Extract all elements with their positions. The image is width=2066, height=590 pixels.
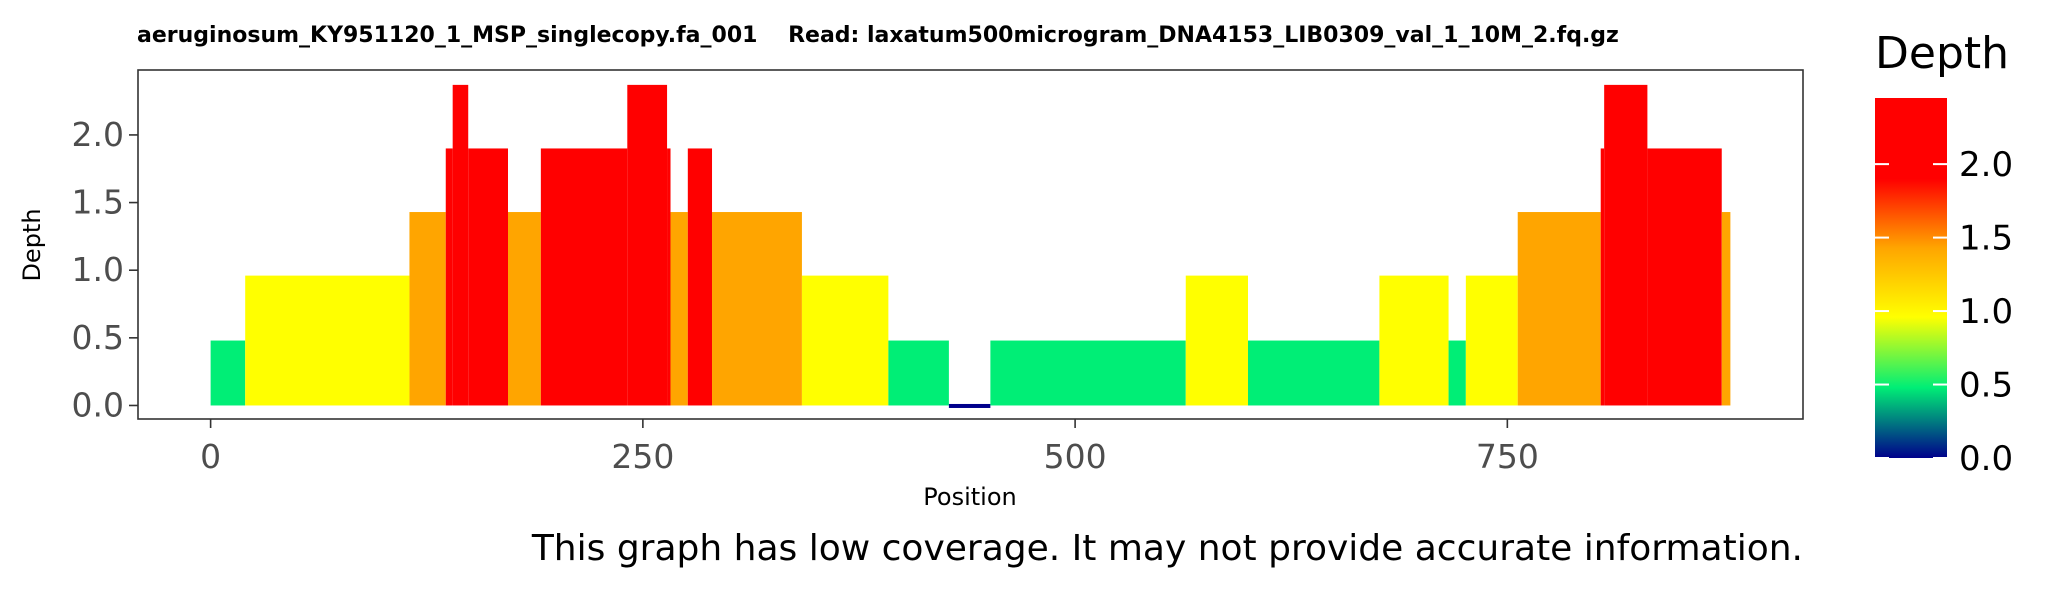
legend-tick-label: 1.5 xyxy=(1959,219,2013,259)
x-tick-label: 250 xyxy=(611,437,674,476)
coverage-bar xyxy=(445,148,453,406)
legend-colorbar xyxy=(1875,98,1947,458)
legend-tick-label: 1.0 xyxy=(1959,292,2013,332)
legend-tick-label: 2.0 xyxy=(1959,145,2013,185)
coverage-bar xyxy=(1448,340,1466,406)
x-tick-label: 750 xyxy=(1476,437,1539,476)
depth-legend: Depth 0.0 0.5 1.0 1.5 2.0 xyxy=(1875,28,2013,479)
coverage-bar xyxy=(452,84,469,406)
coverage-bar xyxy=(888,340,949,406)
coverage-bar xyxy=(712,212,802,406)
legend-tick-label: 0.0 xyxy=(1959,439,2013,479)
coverage-bar xyxy=(468,148,508,406)
coverage-bar xyxy=(1185,275,1248,406)
low-coverage-note: This graph has low coverage. It may not … xyxy=(531,528,1803,569)
coverage-bars xyxy=(210,84,1731,408)
coverage-bar xyxy=(627,84,668,406)
coverage-bar xyxy=(1647,148,1722,406)
coverage-bar xyxy=(1721,212,1731,406)
coverage-bar xyxy=(1600,148,1605,406)
legend-tick-label: 0.5 xyxy=(1959,366,2013,406)
legend-title: Depth xyxy=(1875,28,2009,79)
x-axis-title: Position xyxy=(923,483,1016,511)
coverage-bar xyxy=(1465,275,1518,406)
coverage-bar xyxy=(245,275,410,406)
y-tick-label: 0.5 xyxy=(72,318,124,357)
coverage-bar xyxy=(409,212,446,406)
y-axis-title: Depth xyxy=(18,208,46,281)
coverage-bar xyxy=(667,148,671,406)
coverage-bar xyxy=(801,275,889,406)
y-tick-label: 1.5 xyxy=(72,183,124,222)
y-tick-label: 2.0 xyxy=(72,115,124,154)
coverage-bar xyxy=(210,340,246,406)
coverage-bar xyxy=(687,148,713,406)
y-axis: 0.0 0.5 1.0 1.5 2.0 xyxy=(72,115,138,424)
coverage-bar xyxy=(670,212,688,406)
coverage-bar xyxy=(1517,212,1601,406)
x-axis: 0 250 500 750 xyxy=(200,419,1539,476)
y-tick-label: 0.0 xyxy=(72,385,124,424)
y-tick-label: 1.0 xyxy=(72,250,124,289)
chart-title: aeruginosum_KY951120_1_MSP_singlecopy.fa… xyxy=(137,23,1619,48)
coverage-bar xyxy=(1379,275,1449,406)
coverage-bar xyxy=(948,403,991,408)
coverage-bar xyxy=(1604,84,1648,406)
coverage-bar xyxy=(508,212,541,406)
coverage-bar xyxy=(1248,340,1380,406)
x-tick-label: 500 xyxy=(1044,437,1107,476)
coverage-bar xyxy=(540,148,628,406)
coverage-bar xyxy=(990,340,1186,406)
x-tick-label: 0 xyxy=(200,437,221,476)
